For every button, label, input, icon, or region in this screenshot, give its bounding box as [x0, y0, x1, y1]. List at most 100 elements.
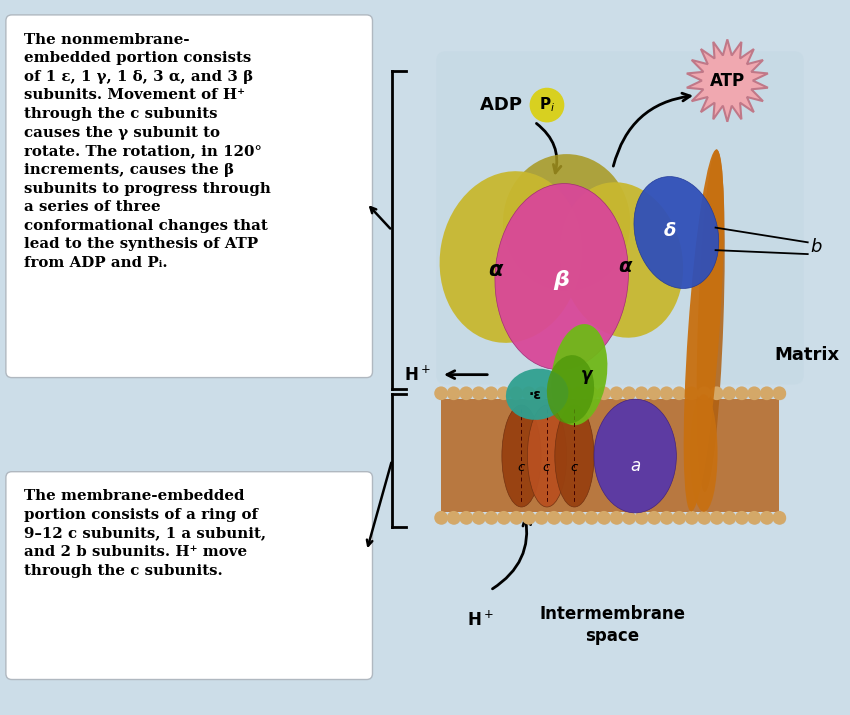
Ellipse shape — [503, 154, 631, 291]
Ellipse shape — [647, 386, 661, 400]
Ellipse shape — [635, 386, 649, 400]
Ellipse shape — [586, 513, 598, 525]
Ellipse shape — [509, 386, 523, 400]
Ellipse shape — [586, 388, 598, 400]
Ellipse shape — [660, 511, 673, 525]
Ellipse shape — [473, 513, 485, 525]
Ellipse shape — [447, 386, 461, 400]
Ellipse shape — [624, 513, 636, 525]
Ellipse shape — [574, 388, 586, 400]
Ellipse shape — [484, 386, 498, 400]
Ellipse shape — [572, 386, 586, 400]
Ellipse shape — [700, 513, 711, 525]
Text: γ: γ — [581, 365, 592, 384]
Ellipse shape — [700, 388, 711, 400]
Ellipse shape — [687, 513, 699, 525]
Ellipse shape — [549, 388, 561, 400]
Text: ·ε: ·ε — [529, 388, 541, 403]
Ellipse shape — [722, 386, 736, 400]
Ellipse shape — [622, 386, 636, 400]
Ellipse shape — [624, 388, 636, 400]
Ellipse shape — [697, 149, 725, 492]
Text: α: α — [488, 260, 502, 280]
Ellipse shape — [562, 388, 573, 400]
Ellipse shape — [434, 511, 448, 525]
FancyBboxPatch shape — [441, 399, 779, 512]
Ellipse shape — [647, 511, 661, 525]
Ellipse shape — [459, 386, 473, 400]
Circle shape — [530, 89, 564, 122]
Ellipse shape — [735, 386, 749, 400]
Ellipse shape — [436, 388, 448, 400]
Ellipse shape — [459, 511, 473, 525]
Ellipse shape — [674, 388, 686, 400]
Ellipse shape — [711, 513, 723, 525]
Ellipse shape — [611, 513, 623, 525]
Ellipse shape — [773, 386, 786, 400]
Ellipse shape — [484, 511, 498, 525]
Ellipse shape — [449, 388, 461, 400]
Ellipse shape — [559, 511, 573, 525]
Ellipse shape — [555, 405, 594, 507]
Ellipse shape — [562, 513, 573, 525]
Ellipse shape — [559, 386, 573, 400]
Text: α: α — [619, 257, 632, 276]
Ellipse shape — [535, 511, 548, 525]
FancyBboxPatch shape — [6, 15, 372, 378]
FancyBboxPatch shape — [6, 472, 372, 679]
Ellipse shape — [697, 386, 711, 400]
Ellipse shape — [434, 386, 448, 400]
Ellipse shape — [660, 386, 673, 400]
Ellipse shape — [760, 511, 774, 525]
Text: H$^+$: H$^+$ — [467, 610, 494, 629]
Ellipse shape — [594, 399, 677, 513]
Ellipse shape — [710, 386, 723, 400]
Ellipse shape — [634, 177, 719, 288]
Text: ATP: ATP — [710, 72, 745, 89]
Ellipse shape — [685, 511, 699, 525]
Ellipse shape — [512, 388, 523, 400]
Ellipse shape — [737, 513, 749, 525]
Text: ADP +: ADP + — [480, 96, 543, 114]
Ellipse shape — [449, 513, 461, 525]
Text: The nonmembrane-
embedded portion consists
of 1 ε, 1 γ, 1 δ, 3 α, and 3 β
subuni: The nonmembrane- embedded portion consis… — [24, 33, 270, 270]
Ellipse shape — [737, 388, 749, 400]
Ellipse shape — [447, 511, 461, 525]
Ellipse shape — [502, 405, 541, 507]
Ellipse shape — [574, 513, 586, 525]
Ellipse shape — [649, 388, 661, 400]
Ellipse shape — [635, 511, 649, 525]
Ellipse shape — [609, 511, 623, 525]
Ellipse shape — [497, 386, 511, 400]
Ellipse shape — [683, 149, 724, 511]
Ellipse shape — [560, 182, 683, 337]
Ellipse shape — [724, 388, 736, 400]
Ellipse shape — [774, 388, 786, 400]
Polygon shape — [687, 39, 768, 122]
Ellipse shape — [710, 511, 723, 525]
Text: $a$: $a$ — [630, 457, 641, 475]
Ellipse shape — [661, 388, 673, 400]
Ellipse shape — [622, 511, 636, 525]
Text: $c$: $c$ — [570, 461, 579, 474]
Ellipse shape — [687, 388, 699, 400]
Ellipse shape — [572, 511, 586, 525]
Ellipse shape — [762, 388, 774, 400]
Ellipse shape — [495, 184, 628, 370]
Ellipse shape — [535, 386, 548, 400]
Ellipse shape — [735, 511, 749, 525]
Ellipse shape — [609, 386, 623, 400]
Ellipse shape — [506, 369, 569, 420]
Ellipse shape — [685, 386, 699, 400]
Ellipse shape — [472, 511, 485, 525]
Ellipse shape — [674, 513, 686, 525]
Ellipse shape — [637, 513, 649, 525]
Ellipse shape — [690, 394, 717, 512]
Ellipse shape — [649, 513, 661, 525]
Ellipse shape — [472, 386, 485, 400]
Text: δ: δ — [663, 222, 676, 240]
Ellipse shape — [750, 388, 761, 400]
Text: $c$: $c$ — [542, 461, 552, 474]
Text: $c$: $c$ — [517, 461, 526, 474]
Ellipse shape — [512, 513, 523, 525]
